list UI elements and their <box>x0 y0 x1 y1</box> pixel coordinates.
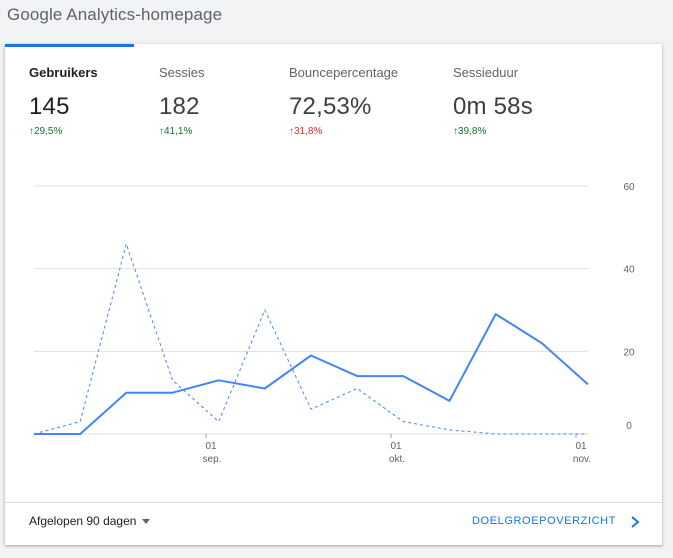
metric-change: ↑29,5% <box>29 126 63 137</box>
current-series-line <box>34 313 589 435</box>
arrow-up-icon: ↑ <box>159 126 164 137</box>
metric-value: 0m 58s <box>453 93 533 120</box>
comparison-series-line <box>33 243 588 435</box>
arrow-up-icon: ↑ <box>29 126 34 137</box>
metric-tab-sessions[interactable]: Sessies 182 ↑41,1% <box>159 65 205 137</box>
metric-change: ↑39,8% <box>453 126 487 137</box>
caret-down-icon <box>142 519 151 525</box>
metric-label: Sessies <box>159 65 205 80</box>
metric-tab-session-duration[interactable]: Sessieduur 0m 58s ↑39,8% <box>453 65 533 137</box>
line-chart: 60 40 20 0 01 sep. 01 okt. 01 nov. <box>33 182 635 465</box>
audience-card: Gebruikers 145 ↑29,5% Sessies 182 ↑41,1%… <box>5 44 662 545</box>
metric-value: 145 <box>29 93 70 120</box>
y-tick-label: 60 <box>623 182 635 193</box>
x-tick-day: 01 <box>575 441 587 452</box>
date-range-label: Afgelopen 90 dagen <box>29 514 137 528</box>
x-tick-month: nov. <box>573 454 591 465</box>
chevron-right-icon[interactable] <box>628 514 642 530</box>
x-tick-day: 01 <box>205 441 217 452</box>
metric-change: ↑41,1% <box>159 126 193 137</box>
x-tick-day: 01 <box>390 441 402 452</box>
y-tick-label: 20 <box>623 347 635 358</box>
metric-tab-bounce-rate[interactable]: Bouncepercentage 72,53% ↑31,8% <box>289 65 398 137</box>
arrow-up-icon: ↑ <box>289 126 294 137</box>
footer-divider <box>5 502 662 503</box>
metric-label: Gebruikers <box>29 65 98 80</box>
metric-value: 182 <box>159 93 200 120</box>
y-tick-label: 40 <box>623 265 635 276</box>
metric-change: ↑31,8% <box>289 126 323 137</box>
x-tick-month: sep. <box>203 454 222 465</box>
arrow-up-icon: ↑ <box>453 126 458 137</box>
date-range-dropdown[interactable]: Afgelopen 90 dagen <box>29 514 151 528</box>
metric-tab-users[interactable]: Gebruikers 145 ↑29,5% <box>29 65 98 137</box>
x-tick-month: okt. <box>389 454 405 465</box>
metric-label: Sessieduur <box>453 65 519 80</box>
y-tick-label: 0 <box>626 421 632 432</box>
audience-overview-link[interactable]: DOELGROEPOVERZICHT <box>472 515 617 527</box>
active-metric-indicator <box>5 44 134 47</box>
metric-value: 72,53% <box>289 93 372 120</box>
page-title: Google Analytics-homepage <box>7 5 223 24</box>
metric-label: Bouncepercentage <box>289 65 399 80</box>
